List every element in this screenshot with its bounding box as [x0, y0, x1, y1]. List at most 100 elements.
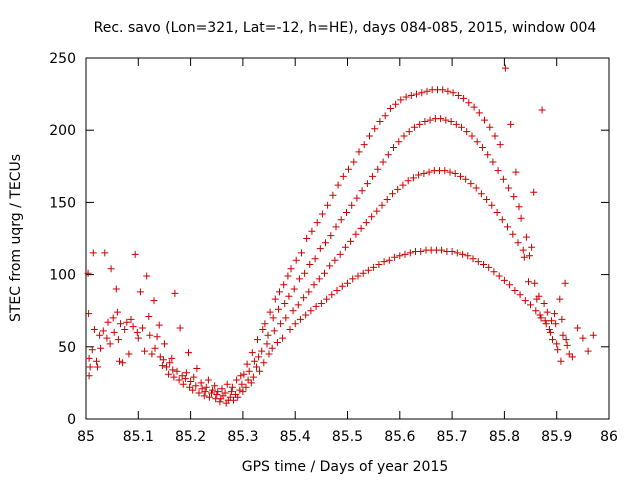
data-point — [151, 344, 159, 352]
data-point — [258, 347, 266, 355]
data-point — [541, 317, 549, 325]
data-point — [451, 170, 459, 177]
data-point — [213, 391, 221, 398]
y-axis-label: STEC from uqrg / TECUs — [8, 154, 24, 322]
data-point — [368, 213, 376, 221]
data-point — [336, 250, 344, 258]
data-point — [483, 196, 491, 203]
x-axis-label: GPS time / Days of year 2015 — [242, 459, 449, 475]
x-tick-label: 85.2 — [175, 429, 206, 445]
data-point — [353, 194, 361, 202]
data-point — [136, 288, 144, 296]
data-point — [216, 398, 224, 406]
data-point — [517, 214, 525, 222]
data-point — [148, 350, 156, 358]
data-point — [460, 94, 468, 102]
data-point — [527, 301, 534, 309]
data-point — [261, 320, 269, 328]
data-point — [97, 344, 105, 352]
data-point — [391, 253, 399, 261]
data-point — [295, 275, 303, 283]
data-point — [514, 239, 522, 247]
data-point — [270, 327, 278, 335]
data-point — [308, 227, 316, 235]
data-point — [193, 365, 201, 372]
data-point — [187, 378, 195, 385]
data-point — [532, 307, 540, 315]
data-point — [237, 372, 245, 380]
data-point — [494, 167, 502, 175]
data-point — [96, 331, 104, 339]
data-point — [397, 96, 405, 104]
data-point — [85, 310, 93, 318]
x-tick-label: 85.6 — [384, 429, 415, 445]
data-point — [248, 349, 256, 357]
data-point — [493, 209, 501, 216]
data-point — [331, 256, 339, 264]
data-point — [256, 367, 264, 375]
data-point — [444, 87, 452, 95]
data-point — [357, 224, 365, 232]
data-point — [244, 376, 252, 384]
data-point — [233, 376, 241, 384]
data-point — [543, 308, 551, 316]
data-point — [390, 144, 397, 151]
data-point — [276, 288, 283, 296]
data-point — [413, 90, 420, 98]
data-point — [165, 370, 173, 378]
data-point — [488, 201, 496, 209]
data-point — [498, 216, 506, 224]
data-point — [178, 372, 186, 380]
data-point — [134, 334, 142, 342]
data-point — [491, 132, 499, 140]
data-point — [286, 326, 294, 333]
data-point — [538, 106, 546, 114]
data-point — [173, 367, 181, 375]
data-point — [239, 388, 247, 396]
data-point — [370, 263, 378, 271]
data-point — [113, 308, 121, 316]
data-point — [438, 246, 446, 254]
x-tick-label: 85.3 — [227, 429, 258, 445]
data-point — [316, 245, 324, 253]
data-point — [306, 261, 314, 268]
data-point — [378, 201, 386, 209]
data-point — [223, 380, 231, 388]
data-point — [449, 89, 457, 97]
data-point — [546, 328, 554, 336]
x-tick-label: 85.7 — [437, 429, 468, 445]
data-point — [141, 347, 149, 355]
data-point — [322, 239, 329, 247]
data-point — [234, 393, 242, 401]
data-point — [448, 248, 456, 255]
data-point — [473, 138, 481, 146]
data-point — [170, 373, 178, 381]
data-point — [360, 141, 368, 149]
data-point — [452, 120, 460, 128]
data-point — [109, 314, 117, 322]
data-point — [545, 326, 553, 333]
data-point — [247, 379, 255, 387]
data-point — [552, 320, 560, 328]
data-point — [333, 287, 341, 294]
data-point — [548, 317, 555, 325]
x-tick-label: 85.4 — [280, 429, 311, 445]
data-point — [129, 323, 137, 331]
data-point — [305, 288, 313, 296]
data-point — [195, 389, 203, 397]
data-point — [459, 250, 467, 258]
data-point — [484, 151, 492, 159]
data-point — [307, 307, 315, 315]
data-point — [294, 301, 302, 309]
data-point — [201, 388, 209, 396]
data-point — [453, 249, 461, 257]
data-point — [402, 93, 410, 101]
data-point — [321, 269, 328, 277]
data-point — [568, 353, 576, 361]
data-point — [254, 336, 261, 344]
y-tick-label: 0 — [67, 412, 76, 428]
data-point — [565, 350, 573, 358]
data-point — [243, 360, 251, 368]
data-point — [373, 207, 381, 215]
data-point — [364, 266, 372, 274]
